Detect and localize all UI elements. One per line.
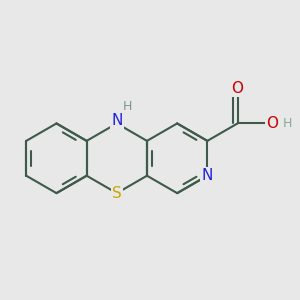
Text: H: H <box>123 100 132 113</box>
Text: O: O <box>232 81 244 96</box>
Text: H: H <box>283 117 292 130</box>
Text: N: N <box>202 168 213 183</box>
Text: N: N <box>111 112 122 128</box>
Text: S: S <box>112 186 122 201</box>
Text: O: O <box>266 116 278 131</box>
